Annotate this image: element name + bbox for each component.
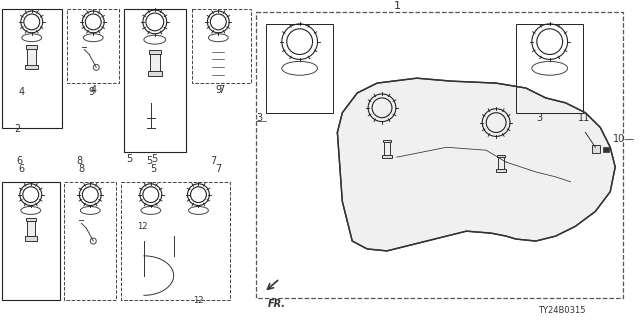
- Text: 3: 3: [256, 113, 262, 123]
- Bar: [65, 182, 116, 300]
- Text: 10—: 10—: [613, 134, 636, 144]
- Bar: [256, 12, 623, 298]
- Text: 3: 3: [536, 113, 542, 123]
- Text: 8: 8: [78, 164, 84, 174]
- Bar: [497, 155, 506, 157]
- Text: 7: 7: [218, 85, 225, 95]
- Bar: [26, 45, 37, 49]
- Text: 9: 9: [88, 87, 94, 97]
- Text: 5: 5: [146, 156, 152, 166]
- Text: 4: 4: [90, 85, 97, 95]
- Bar: [604, 147, 609, 152]
- Text: 6: 6: [19, 164, 25, 174]
- Bar: [2, 182, 60, 300]
- Bar: [150, 53, 160, 71]
- Bar: [28, 49, 36, 65]
- Text: 12: 12: [193, 296, 204, 305]
- Bar: [266, 24, 333, 113]
- Text: 6: 6: [17, 156, 23, 166]
- Bar: [381, 155, 392, 158]
- Text: 12: 12: [137, 222, 147, 231]
- Bar: [593, 145, 600, 153]
- Text: 11: 11: [577, 113, 589, 123]
- Bar: [124, 9, 186, 152]
- Bar: [148, 71, 162, 76]
- Text: 7: 7: [210, 156, 216, 166]
- Bar: [149, 50, 161, 53]
- Text: 7: 7: [215, 164, 221, 174]
- Bar: [2, 9, 61, 128]
- Text: TY24B0315: TY24B0315: [538, 306, 586, 315]
- Bar: [24, 236, 37, 241]
- Bar: [26, 221, 35, 236]
- Bar: [516, 24, 584, 113]
- Bar: [26, 65, 38, 69]
- Text: FR.: FR.: [268, 299, 286, 309]
- Text: 1: 1: [394, 1, 401, 11]
- Bar: [67, 9, 119, 83]
- Text: 2: 2: [15, 124, 21, 134]
- Text: 8: 8: [76, 156, 83, 166]
- Text: 9: 9: [215, 85, 221, 95]
- Bar: [383, 140, 392, 142]
- Bar: [498, 157, 504, 169]
- Bar: [191, 9, 251, 83]
- Bar: [26, 218, 36, 221]
- Text: 5: 5: [126, 154, 132, 164]
- Bar: [383, 142, 390, 155]
- Bar: [121, 182, 230, 300]
- Bar: [496, 169, 506, 172]
- Text: 4: 4: [19, 87, 25, 97]
- Polygon shape: [337, 78, 615, 251]
- Text: 5: 5: [152, 154, 158, 164]
- Text: 5: 5: [150, 164, 157, 174]
